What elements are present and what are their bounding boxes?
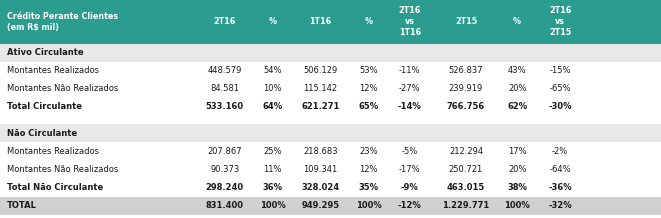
Text: 1.229.771: 1.229.771	[442, 201, 490, 210]
Text: 62%: 62%	[507, 102, 527, 111]
Text: Crédito Perante Clientes
(em R$ mil): Crédito Perante Clientes (em R$ mil)	[7, 12, 118, 32]
Text: 12%: 12%	[360, 165, 377, 174]
Text: 2T15: 2T15	[455, 17, 477, 26]
Text: Montantes Não Realizados: Montantes Não Realizados	[7, 165, 118, 174]
Text: 100%: 100%	[356, 201, 381, 210]
Text: 90.373: 90.373	[210, 165, 239, 174]
Text: -36%: -36%	[549, 183, 572, 192]
FancyBboxPatch shape	[0, 179, 661, 197]
FancyBboxPatch shape	[0, 62, 661, 80]
Text: 100%: 100%	[260, 201, 286, 210]
Text: 328.024: 328.024	[301, 183, 340, 192]
Text: -5%: -5%	[402, 147, 418, 156]
Text: Total Circulante: Total Circulante	[7, 102, 81, 111]
Text: 53%: 53%	[359, 66, 378, 75]
Text: 250.721: 250.721	[449, 165, 483, 174]
Text: Não Circulante: Não Circulante	[7, 129, 77, 138]
Text: 533.160: 533.160	[206, 102, 244, 111]
FancyBboxPatch shape	[0, 124, 661, 142]
Text: 621.271: 621.271	[301, 102, 340, 111]
Text: 20%: 20%	[508, 84, 526, 93]
Text: 448.579: 448.579	[208, 66, 242, 75]
Text: 38%: 38%	[507, 183, 527, 192]
FancyBboxPatch shape	[0, 80, 661, 98]
Text: 2T16
vs
2T15: 2T16 vs 2T15	[549, 6, 571, 37]
Text: %: %	[364, 17, 373, 26]
FancyBboxPatch shape	[0, 197, 661, 215]
Text: -30%: -30%	[549, 102, 572, 111]
Text: 109.341: 109.341	[303, 165, 338, 174]
Text: %: %	[268, 17, 277, 26]
Text: 949.295: 949.295	[301, 201, 340, 210]
FancyBboxPatch shape	[0, 142, 661, 160]
Text: 463.015: 463.015	[447, 183, 485, 192]
Text: 207.867: 207.867	[208, 147, 242, 156]
Text: -32%: -32%	[549, 201, 572, 210]
Text: Montantes Realizados: Montantes Realizados	[7, 66, 98, 75]
Text: TOTAL: TOTAL	[7, 201, 36, 210]
Text: -17%: -17%	[399, 165, 420, 174]
FancyBboxPatch shape	[0, 116, 661, 124]
Text: 43%: 43%	[508, 66, 527, 75]
Text: 25%: 25%	[264, 147, 282, 156]
Text: Total Não Circulante: Total Não Circulante	[7, 183, 103, 192]
Text: 36%: 36%	[262, 183, 283, 192]
Text: 239.919: 239.919	[449, 84, 483, 93]
Text: 506.129: 506.129	[303, 66, 338, 75]
Text: 11%: 11%	[264, 165, 282, 174]
Text: Montantes Realizados: Montantes Realizados	[7, 147, 98, 156]
Text: -15%: -15%	[549, 66, 571, 75]
Text: 212.294: 212.294	[449, 147, 483, 156]
Text: -64%: -64%	[549, 165, 571, 174]
Text: 12%: 12%	[360, 84, 377, 93]
Text: 20%: 20%	[508, 165, 526, 174]
Text: -14%: -14%	[398, 102, 422, 111]
Text: 35%: 35%	[358, 183, 379, 192]
Text: 65%: 65%	[358, 102, 379, 111]
Text: -9%: -9%	[401, 183, 418, 192]
Text: 54%: 54%	[264, 66, 282, 75]
Text: 218.683: 218.683	[303, 147, 338, 156]
Text: 298.240: 298.240	[206, 183, 244, 192]
Text: -2%: -2%	[552, 147, 568, 156]
Text: %: %	[513, 17, 522, 26]
Text: -12%: -12%	[398, 201, 422, 210]
Text: 1T16: 1T16	[309, 17, 332, 26]
Text: -65%: -65%	[549, 84, 571, 93]
Text: -11%: -11%	[399, 66, 420, 75]
Text: 2T16
vs
1T16: 2T16 vs 1T16	[399, 6, 421, 37]
Text: Ativo Circulante: Ativo Circulante	[7, 48, 83, 57]
Text: 64%: 64%	[262, 102, 283, 111]
Text: 2T16: 2T16	[214, 17, 236, 26]
Text: -27%: -27%	[399, 84, 420, 93]
FancyBboxPatch shape	[0, 160, 661, 179]
FancyBboxPatch shape	[0, 0, 661, 44]
Text: 115.142: 115.142	[303, 84, 338, 93]
Text: 831.400: 831.400	[206, 201, 244, 210]
Text: 526.837: 526.837	[449, 66, 483, 75]
Text: 84.581: 84.581	[210, 84, 239, 93]
Text: Montantes Não Realizados: Montantes Não Realizados	[7, 84, 118, 93]
Text: 766.756: 766.756	[447, 102, 485, 111]
FancyBboxPatch shape	[0, 44, 661, 62]
Text: 23%: 23%	[359, 147, 378, 156]
FancyBboxPatch shape	[0, 98, 661, 116]
Text: 10%: 10%	[264, 84, 282, 93]
Text: 100%: 100%	[504, 201, 530, 210]
Text: 17%: 17%	[508, 147, 527, 156]
